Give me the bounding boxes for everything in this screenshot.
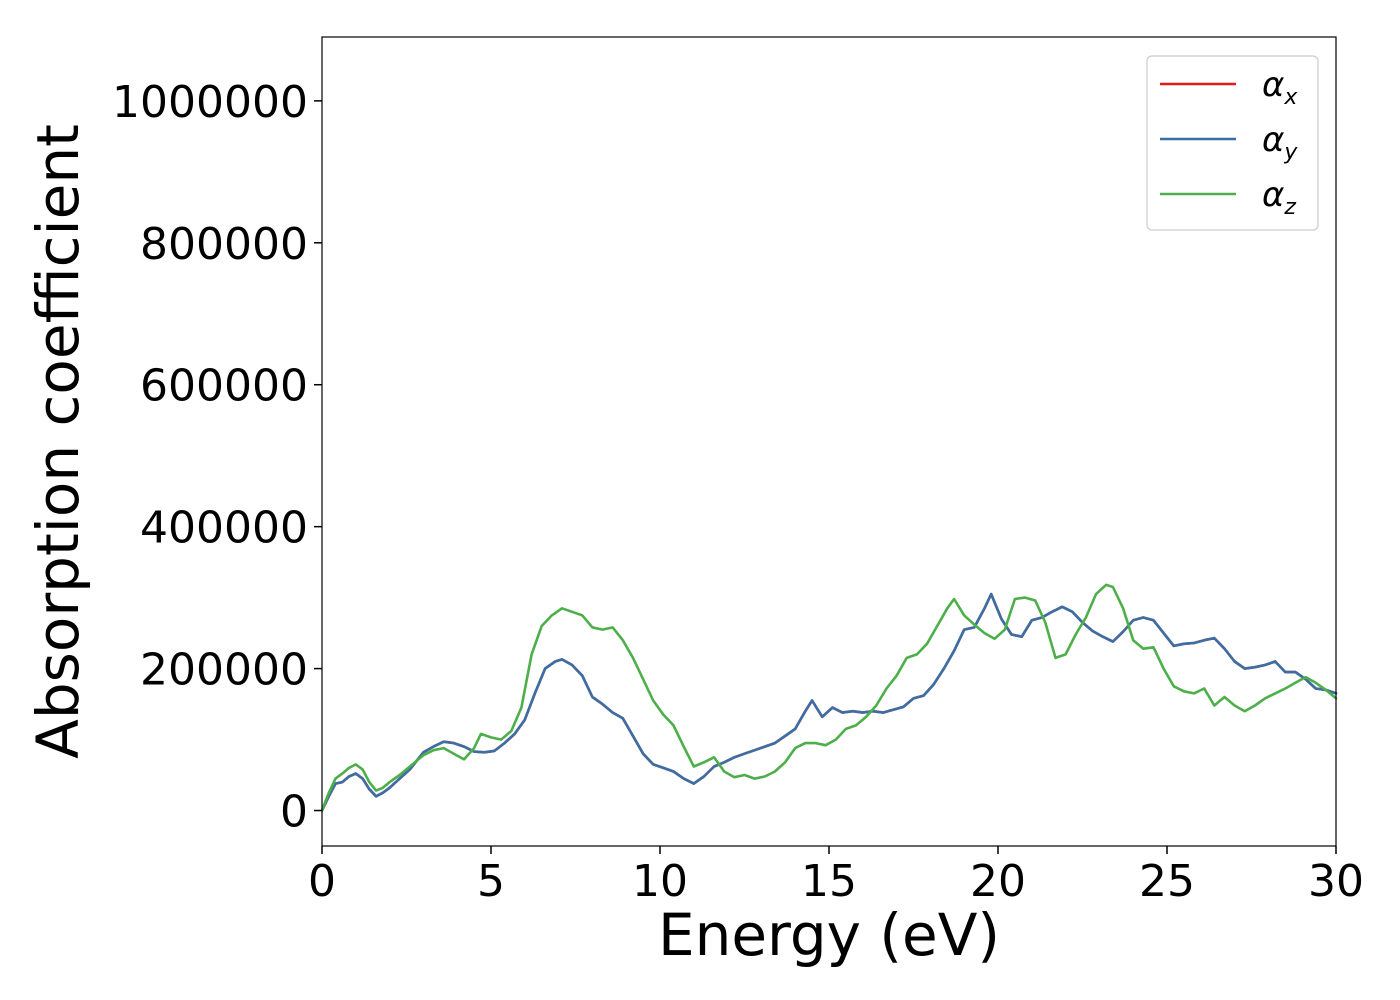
y-tick-label: 1000000 bbox=[112, 77, 308, 128]
series-line-z bbox=[320, 583, 1338, 812]
x-tick-label: 5 bbox=[477, 856, 505, 907]
y-tick-label: 400000 bbox=[140, 503, 308, 554]
legend-label-y: αy bbox=[1262, 120, 1298, 165]
y-tick-label: 0 bbox=[280, 787, 308, 838]
x-tick-label: 30 bbox=[1308, 856, 1364, 907]
x-tick-label: 25 bbox=[1139, 856, 1195, 907]
legend-label-x: αx bbox=[1262, 65, 1298, 110]
series-layer bbox=[320, 583, 1338, 812]
legend: αx αy αz bbox=[1146, 55, 1319, 231]
y-tick-label: 800000 bbox=[140, 219, 308, 270]
x-tick-label: 10 bbox=[632, 856, 688, 907]
series-line-y bbox=[320, 592, 1338, 812]
y-tick-label: 600000 bbox=[140, 361, 308, 412]
x-axis-ticks: 0 5 10 15 20 25 30 bbox=[308, 846, 1364, 907]
x-tick-label: 0 bbox=[308, 856, 336, 907]
y-axis-ticks: 0 200000 400000 600000 800000 1000000 bbox=[112, 77, 322, 838]
x-tick-label: 15 bbox=[801, 856, 857, 907]
x-tick-label: 20 bbox=[970, 856, 1026, 907]
y-axis-title: Absorption coefficient bbox=[24, 124, 92, 759]
x-axis-title: Energy (eV) bbox=[658, 901, 1000, 969]
y-tick-label: 200000 bbox=[140, 645, 308, 696]
legend-label-z: αz bbox=[1262, 175, 1296, 220]
legend-box bbox=[1146, 55, 1319, 231]
